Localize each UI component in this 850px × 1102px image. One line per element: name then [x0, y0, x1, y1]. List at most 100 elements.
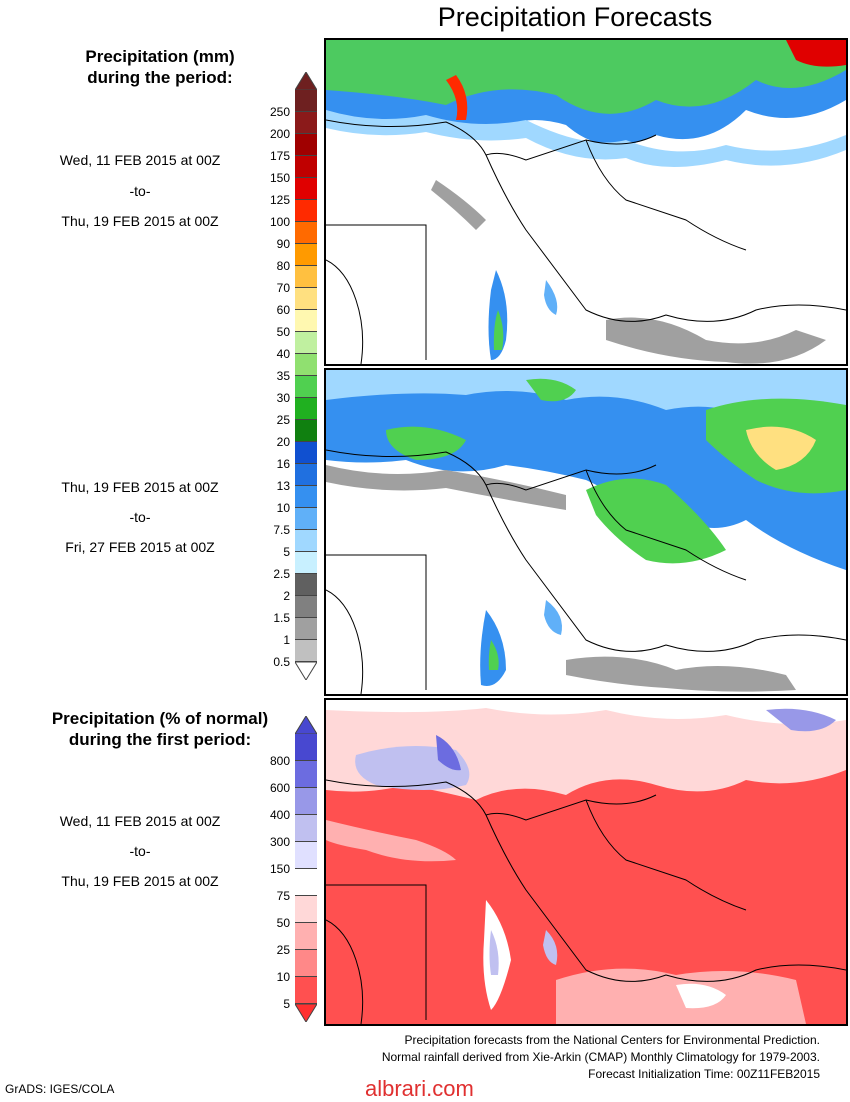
colorbar-segment: [295, 156, 317, 178]
colorbar-segment: [295, 442, 317, 464]
colorbar-tick-label: 100: [269, 215, 290, 229]
colorbar-segment: [295, 90, 317, 112]
colorbar-segment: [295, 332, 317, 354]
colorbar-tick-label: 13: [276, 479, 290, 493]
colorbar-tick-label: 125: [269, 193, 290, 207]
colorbar-tick-label: 150: [269, 171, 290, 185]
colorbar-tick-label: 2.5: [273, 567, 290, 581]
colorbar-tick-label: 5: [283, 545, 290, 559]
colorbar-tick-label: 10: [276, 501, 290, 515]
colorbar-segment: [295, 178, 317, 200]
colorbar-tick-label: 2: [283, 589, 290, 603]
colorbar-segment: [295, 734, 317, 761]
colorbar-tick-label: 0.5: [273, 655, 290, 669]
colorbar-tick-label: 50: [276, 325, 290, 339]
colorbar-segment: [295, 464, 317, 486]
period2-to: Fri, 27 FEB 2015 at 00Z: [65, 539, 215, 555]
colorbar-tick-label: 600: [269, 781, 290, 795]
mm-legend-title: Precipitation (mm) during the period:: [30, 46, 290, 88]
colorbar-tick-label: 5: [283, 997, 290, 1011]
colorbar-segment: [295, 815, 317, 842]
map-panel-period2: [324, 368, 848, 696]
colorbar-segment: [295, 112, 317, 134]
credit-line3: Forecast Initialization Time: 00Z11FEB20…: [588, 1067, 820, 1081]
pct-legend-title-line2: during the first period:: [68, 730, 252, 749]
colorbar-segment: [295, 376, 317, 398]
pct-period-sep: -to-: [129, 843, 151, 859]
colorbar-segment: [295, 596, 317, 618]
precip-map-period2: [326, 370, 846, 694]
pct-colorbar: [295, 716, 317, 1022]
colorbar-tick-label: 10: [276, 970, 290, 984]
watermark: albrari.com: [365, 1076, 474, 1101]
colorbar-segment: [295, 244, 317, 266]
colorbar-tick-label: 150: [269, 862, 290, 876]
colorbar-tick-label: 20: [276, 435, 290, 449]
colorbar-tick-label: 400: [269, 808, 290, 822]
mm-legend-title-line2: during the period:: [87, 68, 233, 87]
mm-legend-title-line1: Precipitation (mm): [85, 47, 235, 66]
colorbar-segment: [295, 354, 317, 376]
colorbar-segment: [295, 761, 317, 788]
colorbar-tick-label: 60: [276, 303, 290, 317]
period2-from: Thu, 19 FEB 2015 at 00Z: [61, 479, 219, 495]
colorbar-segment: [295, 134, 317, 156]
colorbar-tick-label: 90: [276, 237, 290, 251]
colorbar-segment: [295, 923, 317, 950]
mm-colorbar: [295, 72, 317, 680]
colorbar-tick-label: 16: [276, 457, 290, 471]
colorbar-top-arrow: [295, 716, 317, 734]
colorbar-segment: [295, 869, 317, 896]
colorbar-tick-label: 30: [276, 391, 290, 405]
main-title: Precipitation Forecasts: [437, 2, 713, 32]
colorbar-tick-label: 70: [276, 281, 290, 295]
percent-normal-map: [326, 700, 846, 1024]
map-panel-period1: [324, 38, 848, 366]
colorbar-segment: [295, 486, 317, 508]
colorbar-tick-label: 175: [269, 149, 290, 163]
colorbar-tick-label: 7.5: [273, 523, 290, 537]
colorbar-segment: [295, 842, 317, 869]
colorbar-tick-label: 800: [269, 754, 290, 768]
credit-line1: Precipitation forecasts from the Nationa…: [404, 1033, 820, 1047]
colorbar-tick-label: 300: [269, 835, 290, 849]
colorbar-tick-label: 250: [269, 105, 290, 119]
map-panel-percent-normal: [324, 698, 848, 1026]
period1-to: Thu, 19 FEB 2015 at 00Z: [61, 213, 219, 229]
colorbar-segment: [295, 640, 317, 662]
precip-map-period1: [326, 40, 846, 364]
colorbar-tick-label: 25: [276, 413, 290, 427]
pct-legend-title: Precipitation (% of normal) during the f…: [30, 708, 290, 750]
colorbar-tick-label: 1: [283, 633, 290, 647]
period2-sep: -to-: [129, 509, 151, 525]
colorbar-tick-label: 200: [269, 127, 290, 141]
colorbar-segment: [295, 530, 317, 552]
pct-period-from: Wed, 11 FEB 2015 at 00Z: [59, 813, 221, 829]
colorbar-segment: [295, 618, 317, 640]
colorbar-segment: [295, 266, 317, 288]
period1-sep: -to-: [129, 183, 151, 199]
pct-period-to: Thu, 19 FEB 2015 at 00Z: [61, 873, 219, 889]
colorbar-segment: [295, 288, 317, 310]
colorbar-tick-label: 35: [276, 369, 290, 383]
colorbar-tick-label: 1.5: [273, 611, 290, 625]
colorbar-segment: [295, 977, 317, 1004]
colorbar-segment: [295, 310, 317, 332]
grads-credit: GrADS: IGES/COLA: [5, 1082, 115, 1096]
colorbar-segment: [295, 552, 317, 574]
pct-legend-title-line1: Precipitation (% of normal): [51, 709, 269, 728]
colorbar-segment: [295, 200, 317, 222]
colorbar-tick-label: 40: [276, 347, 290, 361]
colorbar-segment: [295, 222, 317, 244]
colorbar-tick-label: 25: [276, 943, 290, 957]
colorbar-segment: [295, 398, 317, 420]
colorbar-segment: [295, 420, 317, 442]
colorbar-segment: [295, 950, 317, 977]
period1-from: Wed, 11 FEB 2015 at 00Z: [59, 152, 221, 168]
colorbar-tick-label: 80: [276, 259, 290, 273]
colorbar-tick-label: 50: [276, 916, 290, 930]
colorbar-segment: [295, 574, 317, 596]
colorbar-tick-label: 75: [276, 889, 290, 903]
colorbar-segment: [295, 896, 317, 923]
colorbar-segment: [295, 788, 317, 815]
